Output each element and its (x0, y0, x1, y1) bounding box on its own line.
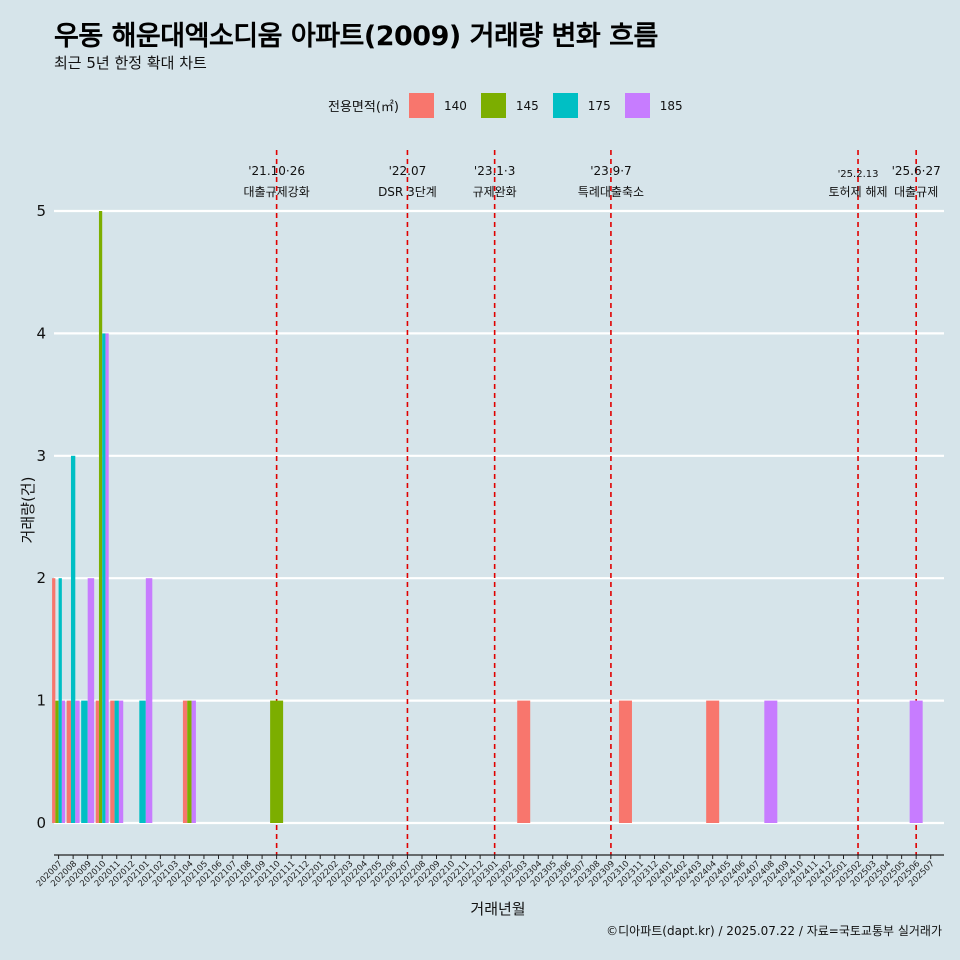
bar-202110-145 (270, 700, 284, 823)
bar-202008-185 (75, 700, 80, 823)
legend-item-185: 185 (624, 93, 683, 118)
event-name-label: 토허제 해제 (829, 185, 888, 199)
bar-202008-140 (66, 700, 71, 823)
bar-202011-185 (118, 700, 124, 823)
bar-202104-140 (182, 700, 188, 823)
bar-202007-145 (55, 700, 59, 823)
chart-title: 우동 해운대엑소디움 아파트(2009) 거래량 변화 흐름 (54, 21, 658, 52)
bar-202010-140 (95, 700, 99, 823)
bar-202104-145 (187, 700, 192, 823)
bar-202008-175 (70, 455, 76, 823)
y-tick-label: 2 (36, 569, 46, 587)
gridlines (54, 209, 944, 825)
legend-key-145 (480, 93, 506, 118)
legend-key-185 (624, 93, 650, 118)
event-name-label: 특례대출축소 (578, 185, 644, 199)
event-lines: '21.10·26 대출규제강화 '22.07 DSR 3단계 '23.1·3 규제완화 '… (244, 150, 941, 855)
y-tick-label: 4 (36, 324, 46, 342)
y-tick-label: 5 (36, 202, 46, 220)
bar-202404-140 (706, 700, 720, 823)
event-date-label: '21.10·26 (248, 164, 305, 178)
legend-label-145: 145 (515, 98, 539, 113)
y-tick-label: 3 (36, 447, 46, 465)
legend-title: 전용면적(㎡) (328, 100, 399, 115)
bar-202506-185 (909, 700, 923, 823)
legend-label-185: 185 (659, 98, 683, 113)
bar-202007-185 (61, 700, 66, 823)
bar-202408-185 (764, 700, 778, 823)
event-date-label: '25.6·27 (892, 164, 941, 178)
legend-item-145: 145 (480, 93, 539, 118)
event-name-label: 규제완화 (473, 185, 517, 199)
axes: 0123452020072020082020092020102020112020… (35, 202, 944, 889)
chart-subtitle: 최근 5년 한정 확대 차트 (54, 54, 207, 72)
bar-202310-140 (618, 700, 632, 823)
bar-202011-140 (110, 700, 115, 823)
bar-202101-175 (139, 700, 146, 823)
event-name-label: 대출규제강화 (244, 185, 310, 199)
event-date-label: '23.1·3 (474, 164, 515, 178)
bar-202007-140 (52, 578, 56, 823)
legend-label-140: 140 (443, 98, 467, 113)
event-date-label: '25.2.13 (838, 169, 879, 180)
bars (52, 211, 923, 823)
event-name-label: DSR 3단계 (378, 185, 437, 199)
event-date-label: '22.07 (389, 164, 427, 178)
source-caption: ©디아파트(dapt.kr) / 2025.07.22 / 자료=국토교통부 실… (606, 924, 942, 938)
x-axis-label: 거래년월 (470, 900, 525, 918)
y-tick-label: 1 (36, 692, 46, 710)
bar-202101-185 (145, 578, 153, 823)
y-axis-label: 거래량(건) (19, 477, 37, 544)
legend-label-175: 175 (587, 98, 611, 113)
event-name-label: 대출규제 (894, 185, 938, 199)
bar-202011-175 (114, 700, 119, 823)
bar-202104-185 (191, 700, 196, 823)
y-tick-label: 0 (36, 814, 46, 832)
bar-202010-185 (105, 333, 109, 823)
legend-item-175: 175 (552, 93, 611, 118)
legend-key-175 (552, 93, 578, 118)
bar-202009-185 (87, 578, 95, 823)
bar-202007-175 (58, 578, 62, 823)
bar-202303-140 (517, 700, 531, 823)
legend-key-140 (408, 93, 434, 118)
legend: 전용면적(㎡) 140 145 175 185 (328, 93, 697, 118)
bar-202009-175 (81, 700, 88, 823)
bar-202010-145 (98, 211, 103, 823)
legend-item-140: 140 (408, 93, 467, 118)
bar-202010-175 (102, 333, 106, 823)
event-date-label: '23.9·7 (590, 164, 631, 178)
